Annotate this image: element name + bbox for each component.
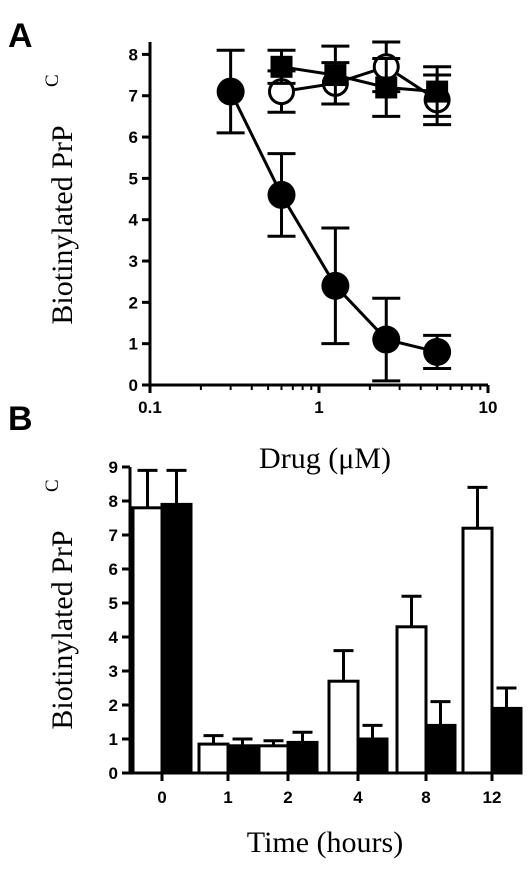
panel-b-x-tick-label: 2 xyxy=(283,788,292,807)
panel-a-series-3-point xyxy=(375,76,398,99)
panel-b-letter: B xyxy=(8,400,33,438)
panel-a-series-1-point xyxy=(372,325,401,354)
panel-a-y-tick-label: 6 xyxy=(129,128,138,147)
panel-b-y-tick-label: 5 xyxy=(109,594,118,613)
panel-a-letter: A xyxy=(8,17,33,55)
panel-a-x-tick-label: 1 xyxy=(314,398,323,417)
panel-a-x-tick-label: 10 xyxy=(479,398,498,417)
panel-a-series-3-point xyxy=(426,80,449,103)
panel-a-y-axis-title: Biotinylated PrP xyxy=(46,125,79,324)
panel-b-x-tick-label: 12 xyxy=(483,788,502,807)
panel-b-series-2-bar xyxy=(356,737,389,775)
panel-a-series-1-point xyxy=(267,180,296,209)
panel-a-series-1-line xyxy=(229,90,438,354)
panel-b-y-tick-label: 1 xyxy=(109,730,118,749)
panel-a-y-tick-label: 3 xyxy=(129,252,138,271)
panel-b-series-2-bar xyxy=(226,744,259,775)
panel-b-y-tick-label: 9 xyxy=(109,458,118,477)
panel-b-plot-area xyxy=(131,468,523,775)
panel-b-y-axis-title-group: Biotinylated PrP C xyxy=(42,479,79,729)
panel-b-series-1-bar xyxy=(257,744,290,775)
panel-a-y-axis-title-superscript: C xyxy=(42,74,63,87)
panel-b-y-tick-label: 4 xyxy=(109,628,119,647)
panel-b-x-tick-label: 8 xyxy=(421,788,430,807)
panel-b-y-axis-title-superscript: C xyxy=(42,479,63,492)
panel-a: A 0 1 2 3 4 5 6 7 8 0.1 1 10 Drug (μM) Biotinylated… xyxy=(8,17,497,475)
panel-b-x-axis-title: Time (hours) xyxy=(247,826,403,859)
panel-a-y-tick-label: 1 xyxy=(129,335,138,354)
panel-b-y-tick-label: 6 xyxy=(109,560,118,579)
panel-b-series-2-bar xyxy=(424,723,457,775)
panel-a-series-1-point xyxy=(216,77,245,106)
panel-a-y-tick-label: 7 xyxy=(129,87,138,106)
panel-a-x-tick-label: 0.1 xyxy=(138,398,162,417)
panel-a-series-1-point xyxy=(321,271,350,300)
panel-a-plot-area xyxy=(216,40,452,383)
panel-b-series-1-bar xyxy=(461,526,494,775)
panel-a-axes: 0 1 2 3 4 5 6 7 8 0.1 1 10 xyxy=(129,42,498,417)
panel-a-y-tick-label: 2 xyxy=(129,293,138,312)
panel-b-x-tick-label: 0 xyxy=(157,788,166,807)
panel-b-series-1-bar xyxy=(395,625,428,775)
panel-b-y-tick-label: 7 xyxy=(109,526,118,545)
panel-a-series-3-line xyxy=(281,65,438,94)
panel-b-y-tick-label: 0 xyxy=(109,764,118,783)
panel-a-series-3-point xyxy=(324,64,347,87)
panel-a-y-tick-label: 4 xyxy=(129,211,139,230)
panel-b-x-tick-label: 1 xyxy=(223,788,232,807)
panel-a-y-axis-title-group: Biotinylated PrP C xyxy=(42,74,79,324)
panel-a-series-1-point xyxy=(423,337,452,366)
panel-a-y-tick-label: 8 xyxy=(129,45,138,64)
panel-b-y-tick-label: 3 xyxy=(109,662,118,681)
panel-b-series-1-bar xyxy=(327,679,360,775)
panel-a-series-2-line xyxy=(281,65,438,102)
panel-b-series-1-bar xyxy=(197,742,230,775)
panel-b-y-tick-label: 8 xyxy=(109,492,118,511)
panel-b-series-1-bar xyxy=(131,506,164,775)
panel-b-y-axis-title: Biotinylated PrP xyxy=(46,530,79,729)
panel-b-series-2-bar xyxy=(286,740,319,775)
panel-b-series-2-bar xyxy=(490,706,523,775)
panel-a-series-3-point xyxy=(270,55,293,78)
panel-a-y-tick-label: 5 xyxy=(129,169,138,188)
panel-a-x-axis-title: Drug (μM) xyxy=(259,442,391,475)
panel-b-y-tick-label: 2 xyxy=(109,696,118,715)
panel-b-series-2-bar xyxy=(160,502,193,775)
panel-a-y-tick-label: 0 xyxy=(129,376,138,395)
panel-b-x-tick-label: 4 xyxy=(353,788,363,807)
